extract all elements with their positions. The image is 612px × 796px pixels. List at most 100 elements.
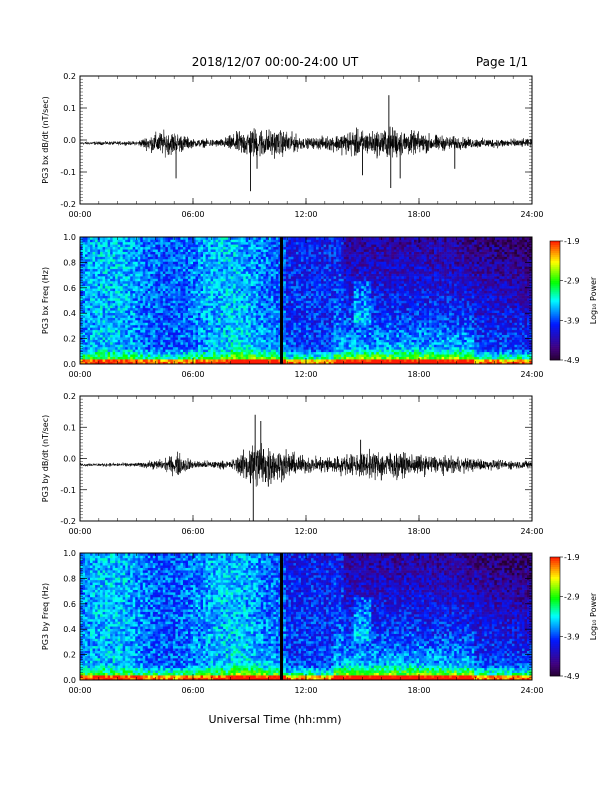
heatmap-cell bbox=[113, 291, 116, 294]
heatmap-cell bbox=[288, 308, 291, 311]
heatmap-cell bbox=[248, 283, 251, 286]
heatmap-cell bbox=[98, 318, 101, 321]
heatmap-cell bbox=[183, 301, 186, 304]
heatmap-cell bbox=[271, 335, 274, 338]
heatmap-cell bbox=[190, 298, 193, 301]
heatmap-cell bbox=[125, 347, 128, 350]
heatmap-cell bbox=[223, 249, 226, 252]
heatmap-cell bbox=[291, 279, 294, 282]
page-number: Page 1/1 bbox=[476, 55, 528, 69]
heatmap-cell bbox=[128, 325, 131, 328]
heatmap-cell bbox=[288, 239, 291, 242]
heatmap-cell bbox=[185, 276, 188, 279]
heatmap-cell bbox=[90, 281, 93, 284]
heatmap-cell bbox=[213, 315, 216, 318]
heatmap-cell bbox=[241, 313, 244, 316]
heatmap-cell bbox=[261, 274, 264, 277]
heatmap-cell bbox=[301, 288, 304, 291]
heatmap-cell bbox=[258, 276, 261, 279]
heatmap-cell bbox=[143, 244, 146, 247]
heatmap-cell bbox=[243, 354, 246, 357]
heatmap-cell bbox=[241, 291, 244, 294]
heatmap-cell bbox=[108, 337, 111, 340]
heatmap-cell bbox=[236, 359, 239, 362]
heatmap-cell bbox=[211, 274, 214, 277]
heatmap-cell bbox=[170, 320, 173, 323]
heatmap-cell bbox=[100, 296, 103, 299]
heatmap-cell bbox=[100, 257, 103, 260]
heatmap-cell bbox=[283, 308, 286, 311]
heatmap-cell bbox=[163, 283, 166, 286]
heatmap-cell bbox=[100, 276, 103, 279]
heatmap-cell bbox=[213, 313, 216, 316]
heatmap-cell bbox=[95, 242, 98, 245]
heatmap-cell bbox=[150, 354, 153, 357]
heatmap-cell bbox=[266, 305, 269, 308]
heatmap-cell bbox=[160, 264, 163, 267]
heatmap-cell bbox=[238, 279, 241, 282]
heatmap-cell bbox=[90, 247, 93, 250]
heatmap-cell bbox=[148, 239, 151, 242]
heatmap-cell bbox=[203, 337, 206, 340]
heatmap-cell bbox=[253, 347, 256, 350]
heatmap-cell bbox=[150, 288, 153, 291]
heatmap-cell bbox=[95, 354, 98, 357]
heatmap-cell bbox=[211, 332, 214, 335]
heatmap-cell bbox=[88, 315, 91, 318]
heatmap-cell bbox=[128, 305, 131, 308]
heatmap-cell bbox=[206, 283, 209, 286]
heatmap-cell bbox=[298, 305, 301, 308]
heatmap-cell bbox=[293, 269, 296, 272]
heatmap-cell bbox=[298, 330, 301, 333]
heatmap-cell bbox=[228, 254, 231, 257]
heatmap-cell bbox=[273, 325, 276, 328]
heatmap-cell bbox=[306, 330, 309, 333]
heatmap-cell bbox=[188, 288, 191, 291]
heatmap-cell bbox=[105, 298, 108, 301]
heatmap-cell bbox=[208, 335, 211, 338]
heatmap-cell bbox=[266, 330, 269, 333]
heatmap-cell bbox=[218, 288, 221, 291]
heatmap-cell bbox=[241, 266, 244, 269]
heatmap-cell bbox=[163, 259, 166, 262]
heatmap-cell bbox=[160, 347, 163, 350]
heatmap-cell bbox=[256, 354, 259, 357]
heatmap-cell bbox=[286, 301, 289, 304]
heatmap-cell bbox=[135, 274, 138, 277]
heatmap-cell bbox=[251, 279, 254, 282]
heatmap-cell bbox=[130, 308, 133, 311]
heatmap-cell bbox=[261, 337, 264, 340]
heatmap-cell bbox=[165, 254, 168, 257]
heatmap-cell bbox=[185, 303, 188, 306]
heatmap-cell bbox=[208, 359, 211, 362]
heatmap-cell bbox=[83, 318, 86, 321]
heatmap-cell bbox=[158, 293, 161, 296]
heatmap-cell bbox=[233, 313, 236, 316]
heatmap-cell bbox=[198, 249, 201, 252]
heatmap-cell bbox=[233, 308, 236, 311]
heatmap-cell bbox=[236, 342, 239, 345]
heatmap-cell bbox=[118, 259, 121, 262]
heatmap-cell bbox=[266, 279, 269, 282]
heatmap-cell bbox=[258, 315, 261, 318]
heatmap-cell bbox=[248, 327, 251, 330]
heatmap-cell bbox=[190, 257, 193, 260]
heatmap-cell bbox=[201, 357, 204, 360]
heatmap-cell bbox=[243, 254, 246, 257]
heatmap-cell bbox=[178, 357, 181, 360]
heatmap-cell bbox=[246, 347, 249, 350]
heatmap-cell bbox=[218, 298, 221, 301]
heatmap-cell bbox=[123, 261, 126, 264]
heatmap-cell bbox=[276, 305, 279, 308]
heatmap-cell bbox=[193, 296, 196, 299]
heatmap-cell bbox=[143, 296, 146, 299]
heatmap-cell bbox=[228, 335, 231, 338]
heatmap-cell bbox=[105, 322, 108, 325]
heatmap-cell bbox=[143, 340, 146, 343]
heatmap-cell bbox=[113, 293, 116, 296]
heatmap-cell bbox=[115, 313, 118, 316]
heatmap-cell bbox=[243, 291, 246, 294]
heatmap-cell bbox=[170, 257, 173, 260]
heatmap-cell bbox=[165, 313, 168, 316]
heatmap-cell bbox=[243, 303, 246, 306]
